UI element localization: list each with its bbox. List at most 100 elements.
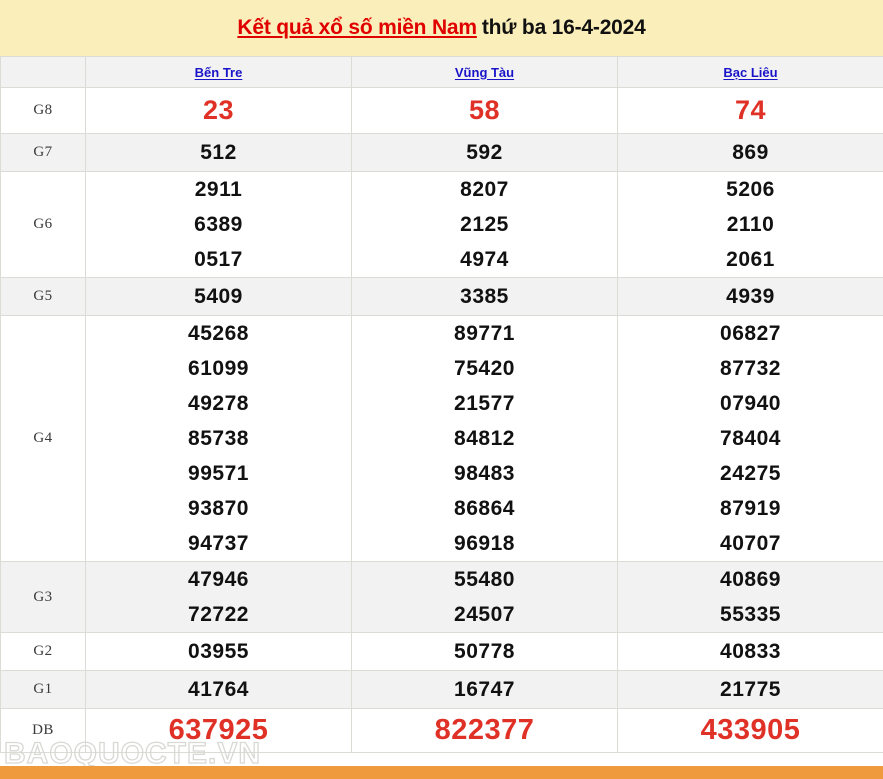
prize-number: 21775 [720, 678, 781, 701]
prize-label-g2: G2 [0, 632, 86, 671]
prize-number: 55480 [454, 568, 515, 591]
prize-number: 2061 [726, 248, 775, 271]
prize-number: 61099 [188, 357, 249, 380]
prize-cell-g5-bac-lieu: 4939 [617, 277, 883, 316]
prize-cell-g6-vung-tau: 8207 2125 4974 [351, 171, 618, 278]
prize-number: 16747 [454, 678, 515, 701]
prize-label-g6: G6 [0, 171, 86, 278]
prize-number: 433905 [700, 714, 801, 746]
prize-number: 86864 [454, 497, 515, 520]
prize-number: 5206 [726, 178, 775, 201]
prize-number: 49278 [188, 392, 249, 415]
prize-cell-g8-ben-tre: 23 [85, 87, 352, 134]
prize-label-g4: G4 [0, 315, 86, 562]
prize-cell-db-bac-lieu: 433905 [617, 708, 883, 753]
prize-number: 93870 [188, 497, 249, 520]
province-header-vung-tau: Vũng Tàu [351, 56, 618, 88]
prize-row-g2: G2 03955 50778 40833 [0, 632, 883, 671]
prize-number: 89771 [454, 322, 515, 345]
prize-number: 47946 [188, 568, 249, 591]
prize-number: 2911 [194, 178, 243, 201]
prize-number: 03955 [188, 640, 249, 663]
prize-number: 98483 [454, 462, 515, 485]
prize-number: 23 [202, 95, 235, 125]
prize-label-g7: G7 [0, 133, 86, 172]
province-header-bac-lieu: Bạc Liêu [617, 56, 883, 88]
prize-number: 45268 [188, 322, 249, 345]
prize-cell-g3-bac-lieu: 40869 55335 [617, 561, 883, 633]
prize-number: 822377 [434, 714, 535, 746]
prize-cell-g2-ben-tre: 03955 [85, 632, 352, 671]
prize-cell-g2-vung-tau: 50778 [351, 632, 618, 671]
prize-cell-g5-vung-tau: 3385 [351, 277, 618, 316]
prize-row-g3: G3 47946 72722 55480 24507 40869 55335 [0, 561, 883, 633]
prize-number: 512 [200, 141, 237, 164]
prize-label-g5: G5 [0, 277, 86, 316]
prize-number: 87732 [720, 357, 781, 380]
prize-number: 6389 [194, 213, 243, 236]
prize-row-g4: G4 45268 61099 49278 85738 99571 93870 9… [0, 315, 883, 562]
prize-cell-g1-bac-lieu: 21775 [617, 670, 883, 709]
prize-number: 85738 [188, 427, 249, 450]
table-body: G8 23 58 74 G7 512 592 [0, 87, 883, 753]
prize-row-g5: G5 5409 3385 4939 [0, 277, 883, 316]
prize-number: 87919 [720, 497, 781, 520]
prize-cell-g3-vung-tau: 55480 24507 [351, 561, 618, 633]
province-link-ben-tre[interactable]: Bến Tre [194, 64, 243, 80]
result-date-text: thứ ba 16-4-2024 [481, 16, 646, 39]
province-header-row: Bến Tre Vũng Tàu Bạc Liêu [0, 56, 883, 88]
prize-number: 74 [734, 95, 767, 125]
prize-label-g8: G8 [0, 87, 86, 134]
prize-label-db: DB [0, 708, 86, 753]
prize-number: 58 [468, 95, 501, 125]
lottery-results-container: Bến Tre Vũng Tàu Bạc Liêu G8 23 58 [0, 56, 883, 753]
prize-number: 0517 [194, 248, 243, 271]
prize-number: 96918 [454, 532, 515, 555]
prize-number: 94737 [188, 532, 249, 555]
prize-row-g1: G1 41764 16747 21775 [0, 670, 883, 709]
prize-cell-g6-bac-lieu: 5206 2110 2061 [617, 171, 883, 278]
corner-cell [0, 56, 86, 88]
prize-number: 3385 [460, 285, 509, 308]
lottery-result-link[interactable]: Kết quả xổ số miền Nam [237, 16, 477, 39]
prize-row-db: DB 637925 822377 433905 [0, 708, 883, 753]
prize-number: 4974 [460, 248, 509, 271]
prize-number: 5409 [194, 285, 243, 308]
province-link-bac-lieu[interactable]: Bạc Liêu [723, 64, 778, 80]
prize-number: 4939 [726, 285, 775, 308]
province-header-ben-tre: Bến Tre [85, 56, 352, 88]
prize-number: 2125 [460, 213, 509, 236]
prize-number: 40869 [720, 568, 781, 591]
prize-number: 41764 [188, 678, 249, 701]
prize-cell-g8-vung-tau: 58 [351, 87, 618, 134]
province-link-vung-tau[interactable]: Vũng Tàu [454, 64, 515, 80]
table-header: Bến Tre Vũng Tàu Bạc Liêu [0, 56, 883, 88]
prize-cell-g4-ben-tre: 45268 61099 49278 85738 99571 93870 9473… [85, 315, 352, 562]
prize-number: 21577 [454, 392, 515, 415]
prize-cell-db-ben-tre: 637925 [85, 708, 352, 753]
prize-cell-g2-bac-lieu: 40833 [617, 632, 883, 671]
bottom-orange-bar [0, 766, 883, 779]
prize-number: 78404 [720, 427, 781, 450]
page-title: Kết quả xổ số miền Nam thứ ba 16-4-2024 [237, 16, 645, 40]
prize-row-g8: G8 23 58 74 [0, 87, 883, 134]
prize-number: 24275 [720, 462, 781, 485]
prize-cell-g4-vung-tau: 89771 75420 21577 84812 98483 86864 9691… [351, 315, 618, 562]
prize-cell-g6-ben-tre: 2911 6389 0517 [85, 171, 352, 278]
prize-number: 637925 [168, 714, 269, 746]
prize-number: 869 [732, 141, 769, 164]
lottery-results-table: Bến Tre Vũng Tàu Bạc Liêu G8 23 58 [0, 56, 883, 753]
prize-number: 84812 [454, 427, 515, 450]
prize-cell-db-vung-tau: 822377 [351, 708, 618, 753]
prize-label-g3: G3 [0, 561, 86, 633]
prize-number: 55335 [720, 603, 781, 626]
prize-cell-g4-bac-lieu: 06827 87732 07940 78404 24275 87919 4070… [617, 315, 883, 562]
prize-cell-g7-vung-tau: 592 [351, 133, 618, 172]
prize-row-g7: G7 512 592 869 [0, 133, 883, 172]
prize-number: 8207 [460, 178, 509, 201]
prize-cell-g1-ben-tre: 41764 [85, 670, 352, 709]
prize-number: 07940 [720, 392, 781, 415]
page-header-banner: Kết quả xổ số miền Nam thứ ba 16-4-2024 [0, 0, 883, 56]
prize-number: 99571 [188, 462, 249, 485]
prize-number: 75420 [454, 357, 515, 380]
